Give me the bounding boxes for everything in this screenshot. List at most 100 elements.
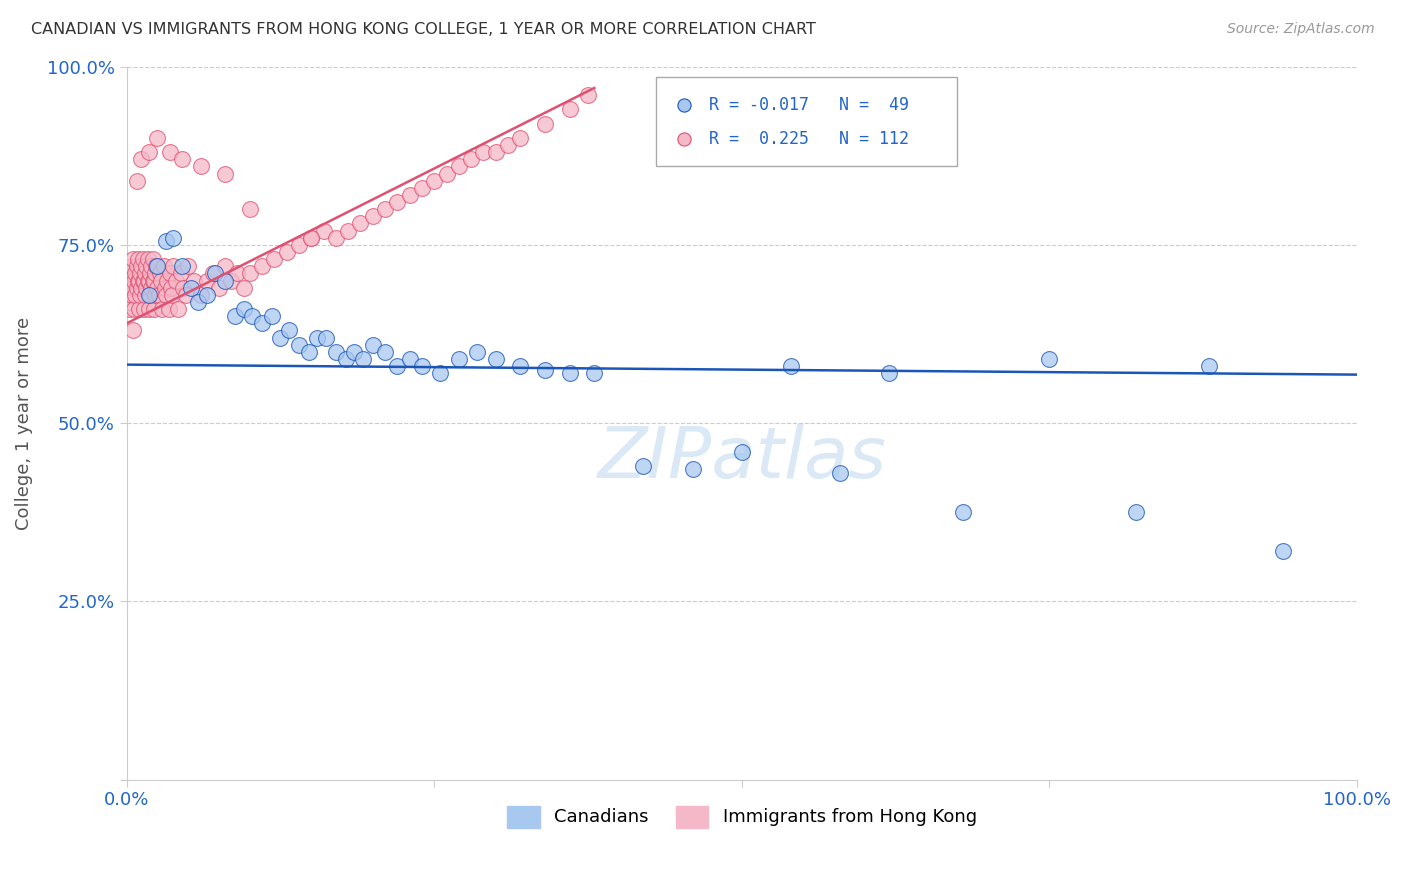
Point <box>170 153 193 167</box>
Point <box>159 266 181 280</box>
Point <box>142 301 165 316</box>
Point <box>226 266 249 280</box>
Point <box>132 301 155 316</box>
Point <box>146 131 169 145</box>
Point <box>124 266 146 280</box>
Point <box>224 309 246 323</box>
Point <box>633 458 655 473</box>
Point <box>325 344 347 359</box>
Point <box>398 188 420 202</box>
Point <box>298 344 321 359</box>
Point <box>148 287 170 301</box>
Point <box>879 366 901 380</box>
Point <box>139 266 162 280</box>
Point <box>135 259 157 273</box>
Point <box>160 280 183 294</box>
Point <box>143 266 166 280</box>
Point <box>121 287 143 301</box>
Point <box>534 362 557 376</box>
Text: Source: ZipAtlas.com: Source: ZipAtlas.com <box>1227 22 1375 37</box>
Point <box>337 224 360 238</box>
Point <box>170 266 193 280</box>
Point <box>156 273 179 287</box>
Point <box>136 273 159 287</box>
Point <box>239 266 262 280</box>
Point <box>436 167 458 181</box>
Point <box>150 273 173 287</box>
Text: R =  0.225   N = 112: R = 0.225 N = 112 <box>709 130 908 148</box>
Point <box>125 259 148 273</box>
Point <box>465 344 488 359</box>
Point <box>509 359 531 373</box>
Point <box>423 174 446 188</box>
Point <box>214 167 236 181</box>
Point <box>129 266 152 280</box>
Point <box>952 505 974 519</box>
Point <box>1272 544 1295 558</box>
Point <box>177 259 200 273</box>
Point <box>121 280 143 294</box>
Point <box>307 330 329 344</box>
Y-axis label: College, 1 year or more: College, 1 year or more <box>15 317 32 530</box>
Point <box>682 462 704 476</box>
Point <box>141 259 163 273</box>
Point <box>276 244 298 259</box>
Point <box>352 351 374 366</box>
Point <box>780 359 803 373</box>
Point <box>172 280 194 294</box>
Point <box>250 259 273 273</box>
Text: CANADIAN VS IMMIGRANTS FROM HONG KONG COLLEGE, 1 YEAR OR MORE CORRELATION CHART: CANADIAN VS IMMIGRANTS FROM HONG KONG CO… <box>31 22 815 37</box>
Point <box>496 138 519 153</box>
Point <box>131 259 153 273</box>
Point <box>387 359 409 373</box>
Point <box>180 280 202 294</box>
Point <box>131 273 153 287</box>
Point <box>398 351 420 366</box>
Point <box>558 103 581 117</box>
Point <box>138 145 160 160</box>
Text: ZIPatlas: ZIPatlas <box>598 425 886 493</box>
Point <box>447 351 470 366</box>
FancyBboxPatch shape <box>655 78 957 167</box>
Point <box>117 287 139 301</box>
Point <box>134 287 156 301</box>
Point <box>146 259 169 273</box>
Point <box>1198 359 1220 373</box>
Point <box>361 210 384 224</box>
Point <box>141 280 163 294</box>
Point <box>127 252 149 266</box>
Point <box>118 273 141 287</box>
Point <box>122 273 145 287</box>
Point <box>139 287 162 301</box>
Point <box>583 366 606 380</box>
Point <box>132 273 155 287</box>
Point <box>134 266 156 280</box>
Point <box>135 280 157 294</box>
Point <box>131 252 153 266</box>
Point <box>120 266 142 280</box>
Point <box>155 235 177 249</box>
Point <box>361 337 384 351</box>
Point <box>121 323 143 337</box>
Point <box>240 309 263 323</box>
Point <box>136 252 159 266</box>
Point <box>141 252 163 266</box>
Point <box>214 259 236 273</box>
Point <box>576 88 599 103</box>
Point <box>411 181 433 195</box>
Point <box>374 202 396 217</box>
Point <box>125 174 148 188</box>
Point <box>1125 505 1147 519</box>
Point <box>145 259 167 273</box>
Point <box>155 287 177 301</box>
Point <box>165 273 187 287</box>
Point <box>485 145 508 160</box>
Point <box>127 273 149 287</box>
Point <box>315 330 337 344</box>
Point <box>201 266 224 280</box>
Point <box>131 280 153 294</box>
Point <box>131 153 153 167</box>
Point <box>170 259 193 273</box>
Point <box>167 301 190 316</box>
Point <box>128 273 150 287</box>
